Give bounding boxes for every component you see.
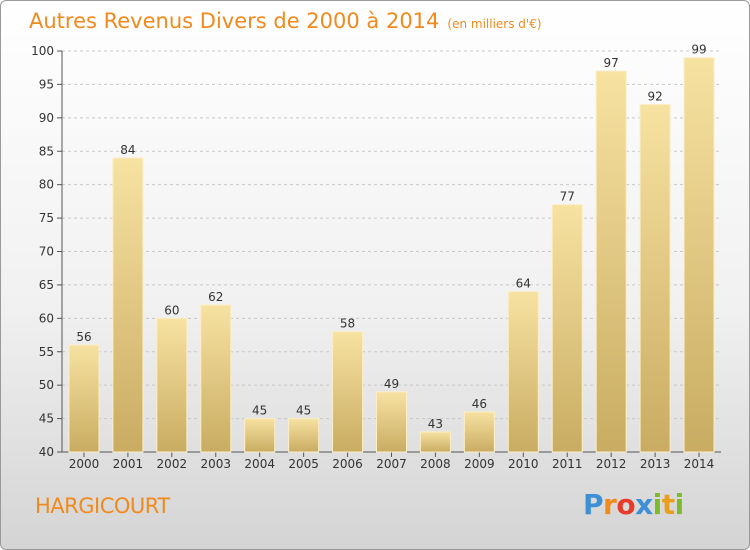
x-tick-label: 2009 bbox=[464, 457, 495, 471]
x-tick-label: 2006 bbox=[332, 457, 363, 471]
y-tick-label: 85 bbox=[39, 144, 54, 158]
x-tick-label: 2010 bbox=[508, 457, 539, 471]
bar bbox=[419, 431, 451, 453]
bar bbox=[156, 317, 188, 453]
bar bbox=[683, 57, 715, 453]
data-label: 56 bbox=[76, 330, 91, 344]
data-label: 45 bbox=[252, 404, 267, 418]
bar bbox=[551, 204, 583, 453]
data-label: 84 bbox=[120, 143, 135, 157]
bar bbox=[507, 291, 539, 453]
commune-name: HARGICOURT bbox=[35, 494, 170, 518]
x-tick-label: 2000 bbox=[69, 457, 100, 471]
chart-title-text: Autres Revenus Divers de 2000 à 2014 bbox=[29, 9, 440, 33]
y-tick-label: 55 bbox=[39, 345, 54, 359]
bar bbox=[68, 344, 100, 453]
y-tick-label: 45 bbox=[39, 412, 54, 426]
bar bbox=[200, 304, 232, 453]
x-tick-label: 2003 bbox=[200, 457, 231, 471]
data-label: 43 bbox=[428, 417, 443, 431]
data-label: 46 bbox=[472, 397, 487, 411]
y-tick-label: 95 bbox=[39, 77, 54, 91]
x-tick-label: 2013 bbox=[640, 457, 671, 471]
data-label: 60 bbox=[164, 303, 179, 317]
chart-title: Autres Revenus Divers de 2000 à 2014 (en … bbox=[29, 9, 542, 33]
bar bbox=[376, 391, 407, 453]
y-tick-labels: 40 45 50 55 60 65 70 75 80 85 90 95 100 bbox=[31, 44, 54, 459]
x-tick-label: 2007 bbox=[376, 457, 407, 471]
data-label: 62 bbox=[208, 290, 223, 304]
y-tick-label: 50 bbox=[39, 378, 54, 392]
proxiti-logo[interactable]: Proxiti bbox=[583, 488, 684, 521]
y-tick-label: 60 bbox=[39, 311, 54, 325]
y-tick-label: 80 bbox=[39, 178, 54, 192]
x-tick-label: 2004 bbox=[244, 457, 275, 471]
x-tick-label: 2008 bbox=[420, 457, 451, 471]
y-tick-label: 40 bbox=[39, 445, 54, 459]
data-label: 58 bbox=[340, 317, 355, 331]
x-tick-label: 2001 bbox=[113, 457, 144, 471]
bars bbox=[68, 57, 715, 453]
data-label: 64 bbox=[516, 277, 531, 291]
x-tick-labels: 2000 2001 2002 2003 2004 2005 2006 2007 2008 2009… bbox=[69, 457, 715, 471]
y-tick-label: 65 bbox=[39, 278, 54, 292]
x-tick-label: 2011 bbox=[552, 457, 583, 471]
y-tick-label: 100 bbox=[31, 44, 54, 58]
x-tick-label: 2012 bbox=[596, 457, 627, 471]
x-tick-label: 2005 bbox=[288, 457, 319, 471]
data-label: 97 bbox=[604, 56, 619, 70]
data-label: 92 bbox=[647, 89, 662, 103]
bar bbox=[288, 418, 320, 453]
y-tick-label: 70 bbox=[39, 245, 54, 259]
bar bbox=[332, 331, 364, 453]
bar bbox=[639, 103, 671, 453]
data-label: 45 bbox=[296, 404, 311, 418]
chart-unit: (en milliers d'€) bbox=[447, 17, 542, 31]
bar bbox=[595, 70, 627, 453]
data-labels: 56 84 60 62 45 45 58 49 43 46 64 77 97 92 99 bbox=[76, 43, 706, 431]
y-tick-label: 75 bbox=[39, 211, 54, 225]
bar bbox=[112, 157, 144, 453]
bar bbox=[463, 411, 495, 453]
x-tick-label: 2002 bbox=[157, 457, 188, 471]
x-tick-label: 2014 bbox=[684, 457, 715, 471]
data-label: 99 bbox=[691, 43, 706, 57]
y-tick-label: 90 bbox=[39, 111, 54, 125]
data-label: 49 bbox=[384, 377, 399, 391]
data-label: 77 bbox=[560, 190, 575, 204]
bar bbox=[244, 418, 276, 453]
